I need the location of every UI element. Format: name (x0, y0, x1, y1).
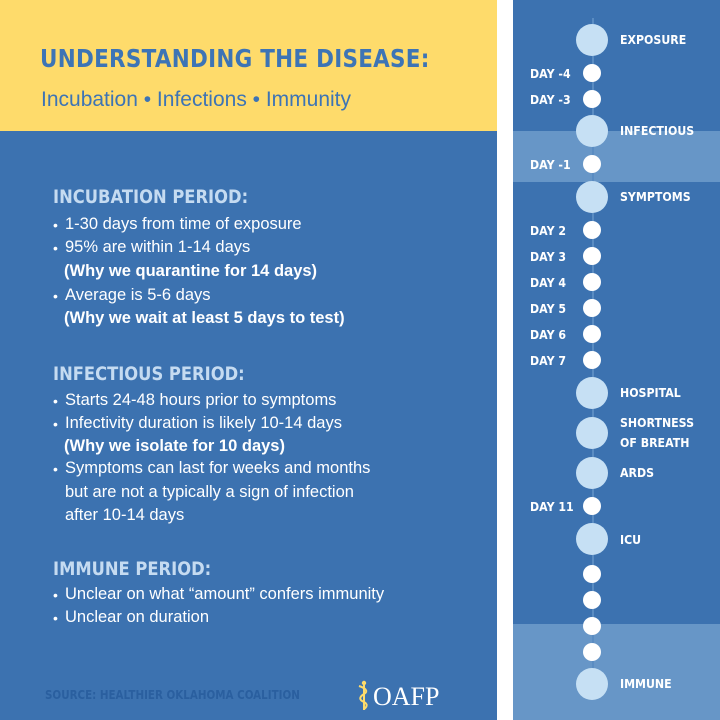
day-marker (583, 497, 601, 515)
infectious-line: after 10-14 days (65, 506, 185, 524)
exposure-marker (576, 24, 608, 56)
bullet: • (53, 587, 58, 603)
timeline-marker (583, 591, 601, 609)
ards-marker (576, 457, 608, 489)
bullet: • (53, 217, 58, 233)
event-label-immune: IMMUNE (620, 676, 672, 691)
panel-divider (497, 0, 513, 720)
bullet: • (53, 393, 58, 409)
event-label-infectious: INFECTIOUS (620, 123, 695, 138)
logo-wordmark: OAFP (373, 682, 440, 711)
source-credit: SOURCE: HEALTHIER OKLAHOMA COALITION (45, 688, 300, 702)
bullet: • (53, 288, 58, 304)
oafp-logo: OAFP (356, 680, 446, 712)
bullet: • (53, 240, 58, 256)
day-marker (583, 299, 601, 317)
day-label: DAY -3 (530, 92, 571, 107)
day-label: DAY -1 (530, 157, 571, 172)
day-label: DAY 3 (530, 249, 567, 264)
infectious-marker (576, 115, 608, 147)
event-label-icu: ICU (620, 532, 642, 547)
day-marker (583, 351, 601, 369)
bullet: • (53, 610, 58, 626)
incubation-note: (Why we wait at least 5 days to test) (64, 309, 345, 327)
timeline-marker (583, 565, 601, 583)
incubation-note: (Why we quarantine for 14 days) (64, 262, 318, 280)
page-title: UNDERSTANDING THE DISEASE: (40, 44, 430, 73)
immune-marker (576, 668, 608, 700)
event-label-of-breath: OF BREATH (620, 435, 690, 450)
infectious-line: but are not a typically a sign of infect… (65, 483, 354, 501)
timeline-marker (583, 617, 601, 635)
event-label-exposure: EXPOSURE (620, 32, 687, 47)
day-label: DAY 6 (530, 327, 567, 342)
day-marker (583, 247, 601, 265)
incubation-line: 1-30 days from time of exposure (65, 215, 302, 233)
day-marker (583, 90, 601, 108)
hospital-marker (576, 377, 608, 409)
day-label: DAY 5 (530, 301, 567, 316)
day-label: DAY 7 (530, 353, 567, 368)
day-marker (583, 325, 601, 343)
event-label-symptoms: SYMPTOMS (620, 189, 691, 204)
day-marker (583, 221, 601, 239)
incubation-heading: INCUBATION PERIOD: (53, 186, 249, 208)
bullet: • (53, 416, 58, 432)
event-label-shortness: SHORTNESS (620, 415, 695, 430)
timeline-panel: EXPOSURE INFECTIOUS SYMPTOMS HOSPITAL SH… (513, 0, 720, 720)
day-marker (583, 273, 601, 291)
infectious-note: (Why we isolate for 10 days) (64, 437, 285, 455)
immune-band (513, 624, 720, 720)
incubation-line: 95% are within 1-14 days (65, 238, 251, 256)
page-subtitle: Incubation • Infections • Immunity (41, 88, 352, 111)
infectious-line: Infectivity duration is likely 10-14 day… (65, 414, 342, 432)
caduceus-icon (358, 680, 368, 710)
day-label: DAY -4 (530, 66, 571, 81)
content-panel (0, 131, 497, 720)
bullet: • (53, 461, 58, 477)
day-label: DAY 4 (530, 275, 567, 290)
immune-line: Unclear on what “amount” confers immunit… (65, 585, 385, 603)
infectious-band (513, 131, 720, 182)
event-label-hospital: HOSPITAL (620, 385, 681, 400)
header-banner: UNDERSTANDING THE DISEASE: Incubation • … (0, 0, 497, 131)
event-label-ards: ARDS (620, 465, 655, 480)
immune-heading: IMMUNE PERIOD: (53, 558, 212, 580)
immune-line: Unclear on duration (65, 608, 210, 626)
day-label: DAY 11 (530, 499, 574, 514)
timeline-marker (583, 643, 601, 661)
infectious-line: Starts 24-48 hours prior to symptoms (65, 391, 337, 409)
day-marker (583, 64, 601, 82)
day-marker (583, 155, 601, 173)
icu-marker (576, 523, 608, 555)
day-label: DAY 2 (530, 223, 567, 238)
infectious-line: Symptoms can last for weeks and months (65, 459, 371, 477)
infectious-heading: INFECTIOUS PERIOD: (53, 363, 245, 385)
symptoms-marker (576, 181, 608, 213)
shortness-of-breath-marker (576, 417, 608, 449)
incubation-line: Average is 5-6 days (65, 286, 211, 304)
